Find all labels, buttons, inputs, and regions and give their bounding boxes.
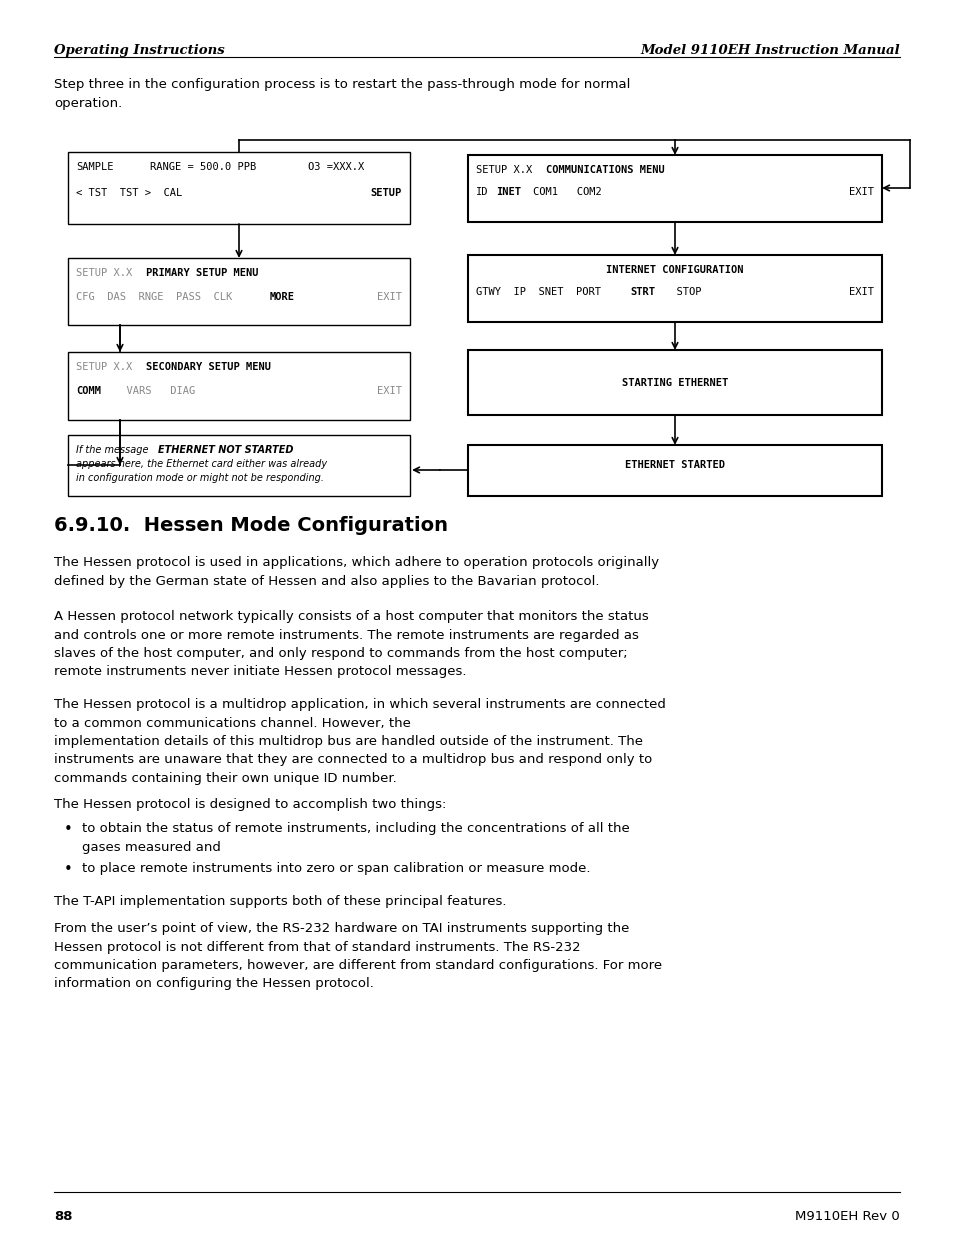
Text: CFG  DAS  RNGE  PASS  CLK: CFG DAS RNGE PASS CLK [76, 291, 232, 303]
Text: COMM: COMM [76, 387, 101, 396]
Text: If the message: If the message [76, 445, 149, 454]
Text: SETUP: SETUP [371, 188, 401, 198]
Text: COMMUNICATIONS MENU: COMMUNICATIONS MENU [545, 165, 664, 175]
Text: INET: INET [496, 186, 520, 198]
Text: STARTING ETHERNET: STARTING ETHERNET [621, 378, 727, 388]
Text: INTERNET CONFIGURATION: INTERNET CONFIGURATION [605, 266, 743, 275]
Text: in configuration mode or might not be responding.: in configuration mode or might not be re… [76, 473, 324, 483]
Text: 88: 88 [54, 1210, 72, 1223]
Text: From the user’s point of view, the RS-232 hardware on TAI instruments supporting: From the user’s point of view, the RS-23… [54, 923, 661, 990]
Text: < TST  TST >  CAL: < TST TST > CAL [76, 188, 182, 198]
Text: The Hessen protocol is designed to accomplish two things:: The Hessen protocol is designed to accom… [54, 798, 446, 811]
Text: MORE: MORE [270, 291, 294, 303]
Bar [468, 156, 882, 222]
Text: EXIT: EXIT [848, 186, 873, 198]
Text: M9110EH Rev 0: M9110EH Rev 0 [795, 1210, 899, 1223]
Text: ETHERNET STARTED: ETHERNET STARTED [624, 459, 724, 471]
Text: EXIT: EXIT [376, 387, 401, 396]
Text: SAMPLE: SAMPLE [76, 162, 113, 172]
Text: SETUP X.X: SETUP X.X [76, 268, 132, 278]
Text: The T-API implementation supports both of these principal features.: The T-API implementation supports both o… [54, 895, 506, 908]
Text: PRIMARY SETUP MENU: PRIMARY SETUP MENU [146, 268, 258, 278]
Text: O3 =XXX.X: O3 =XXX.X [308, 162, 364, 172]
Text: to place remote instruments into zero or span calibration or measure mode.: to place remote instruments into zero or… [82, 862, 590, 876]
Text: A Hessen protocol network typically consists of a host computer that monitors th: A Hessen protocol network typically cons… [54, 610, 648, 678]
Text: SECONDARY SETUP MENU: SECONDARY SETUP MENU [146, 362, 271, 372]
Text: EXIT: EXIT [848, 287, 873, 296]
Bar [68, 258, 410, 325]
Bar [468, 445, 882, 496]
Text: Model 9110EH Instruction Manual: Model 9110EH Instruction Manual [639, 44, 899, 57]
Text: The Hessen protocol is a multidrop application, in which several instruments are: The Hessen protocol is a multidrop appli… [54, 698, 665, 785]
Bar [468, 350, 882, 415]
Text: •: • [64, 862, 72, 877]
Text: STOP: STOP [663, 287, 700, 296]
Text: SETUP X.X: SETUP X.X [76, 362, 132, 372]
Text: STRT: STRT [629, 287, 655, 296]
Bar [468, 254, 882, 322]
Text: to obtain the status of remote instruments, including the concentrations of all : to obtain the status of remote instrumen… [82, 823, 629, 853]
Text: SETUP X.X: SETUP X.X [476, 165, 532, 175]
Text: Operating Instructions: Operating Instructions [54, 44, 225, 57]
Text: appears here, the Ethernet card either was already: appears here, the Ethernet card either w… [76, 459, 327, 469]
Text: •: • [64, 823, 72, 837]
Bar [68, 435, 410, 496]
Text: 6.9.10.  Hessen Mode Configuration: 6.9.10. Hessen Mode Configuration [54, 516, 448, 535]
Bar [68, 352, 410, 420]
Text: VARS   DIAG: VARS DIAG [113, 387, 195, 396]
Text: GTWY  IP  SNET  PORT: GTWY IP SNET PORT [476, 287, 600, 296]
Text: EXIT: EXIT [376, 291, 401, 303]
Text: ID: ID [476, 186, 488, 198]
Text: ETHERNET NOT STARTED: ETHERNET NOT STARTED [158, 445, 294, 454]
Text: RANGE = 500.0 PPB: RANGE = 500.0 PPB [150, 162, 256, 172]
Text: Step three in the configuration process is to restart the pass-through mode for : Step three in the configuration process … [54, 78, 630, 110]
Text: The Hessen protocol is used in applications, which adhere to operation protocols: The Hessen protocol is used in applicati… [54, 556, 659, 588]
Text: COM1   COM2: COM1 COM2 [533, 186, 601, 198]
Bar [68, 152, 410, 224]
